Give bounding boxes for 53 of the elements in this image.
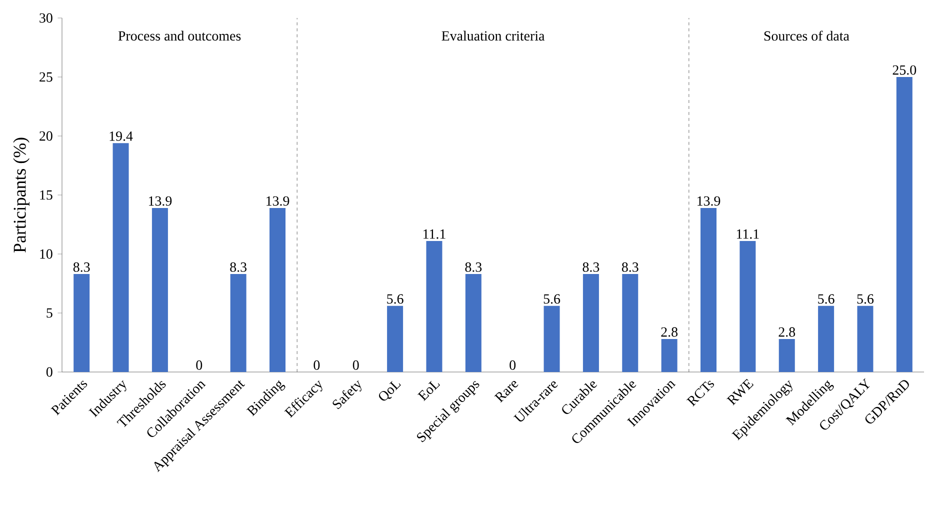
y-tick-label: 20 — [40, 131, 52, 141]
x-tick-label: EoL — [418, 380, 440, 402]
data-label: 19.4 — [110, 131, 133, 141]
bar — [740, 241, 756, 372]
y-tick-label: 30 — [40, 13, 52, 23]
bar — [387, 306, 404, 372]
data-label: 5.6 — [387, 294, 404, 304]
x-tick-label: QoL — [378, 381, 401, 401]
data-label: 8.3 — [230, 262, 246, 272]
data-label: 8.3 — [465, 262, 482, 272]
data-label: 11.1 — [424, 229, 446, 239]
bar — [778, 338, 795, 372]
bar — [582, 274, 599, 372]
data-label: 8.3 — [73, 262, 90, 272]
y-axis-title: Participants (%) — [13, 138, 30, 252]
data-label: 13.9 — [266, 196, 290, 206]
data-label: 2.8 — [778, 327, 796, 337]
data-label: 0 — [510, 360, 516, 370]
bar — [857, 306, 874, 372]
bar — [465, 274, 482, 372]
y-tick-label: 0 — [46, 367, 52, 377]
bar — [896, 76, 912, 372]
annotation: Evaluation criteria — [442, 30, 545, 41]
bar — [818, 306, 834, 372]
data-label: 8.3 — [582, 262, 600, 272]
bar — [661, 338, 678, 372]
bar — [152, 208, 168, 372]
y-tick-label: 5 — [46, 308, 52, 318]
data-label: 0 — [352, 360, 359, 370]
bar — [700, 208, 717, 372]
data-label: 13.9 — [698, 196, 720, 206]
data-label: 5.6 — [857, 294, 874, 304]
y-tick-label: 25 — [40, 72, 52, 82]
bar — [622, 274, 638, 372]
data-label: 0 — [314, 360, 320, 370]
bar — [74, 274, 90, 372]
data-label: 25.0 — [892, 65, 916, 75]
data-label: 11.1 — [736, 229, 759, 239]
y-tick-label: 15 — [40, 190, 52, 200]
annotation: Process and outcomes — [118, 30, 241, 41]
y-tick-label: 10 — [40, 249, 52, 259]
bar — [426, 241, 442, 372]
data-label: 0 — [196, 360, 202, 370]
bar — [112, 143, 129, 372]
data-label: 5.6 — [818, 294, 834, 304]
bar — [544, 306, 560, 372]
data-label: 8.3 — [622, 262, 638, 272]
bar — [270, 208, 286, 372]
data-label: 2.8 — [661, 327, 678, 337]
bar — [230, 274, 246, 372]
annotation: Sources of data — [764, 30, 850, 41]
data-label: 13.9 — [148, 196, 172, 206]
data-label: 5.6 — [544, 294, 560, 304]
